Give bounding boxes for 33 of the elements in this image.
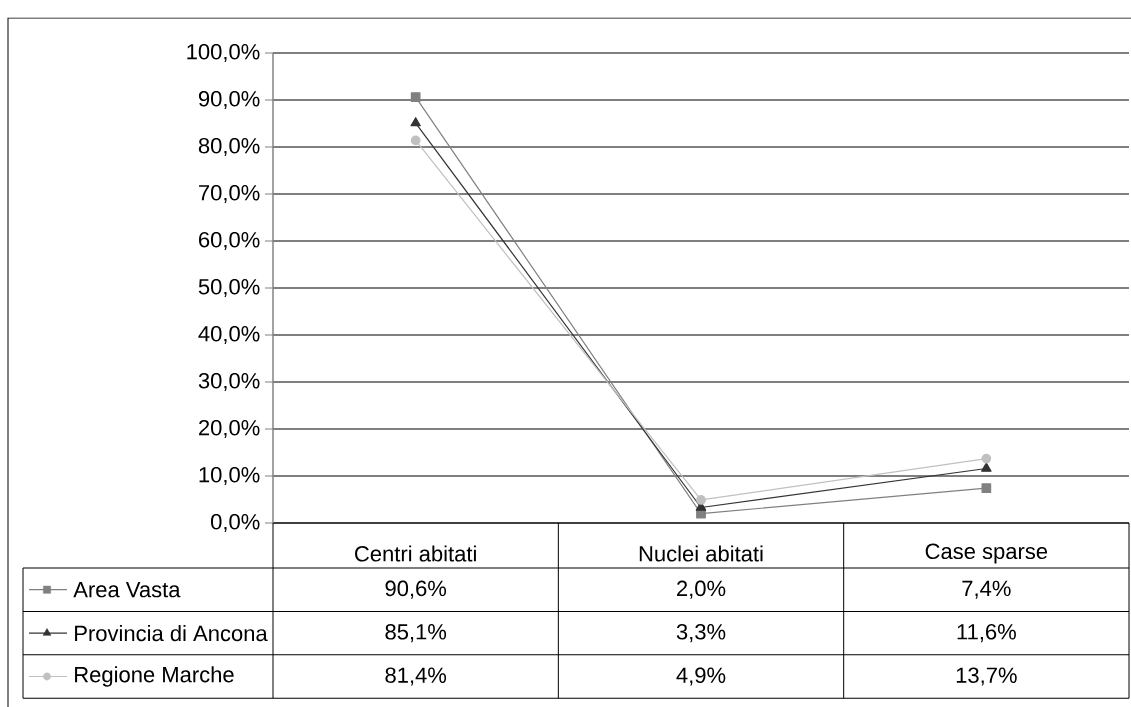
y-tick-label: 10,0%	[199, 466, 260, 486]
point	[410, 117, 421, 127]
y-tick-label: 40,0%	[198, 325, 260, 345]
data-label: 90,6%	[385, 580, 447, 599]
point	[981, 462, 992, 472]
data-label: 4,9%	[676, 667, 726, 686]
y-tick-label: 90,0%	[198, 90, 260, 110]
legend-label: Regione Marche	[75, 666, 234, 687]
data-label: 13,7%	[956, 667, 1017, 686]
point	[981, 453, 992, 464]
y-tick-label: 20,0%	[199, 419, 260, 439]
point	[410, 92, 421, 103]
y-tick-label: 0,0%	[211, 513, 260, 533]
point	[410, 135, 421, 146]
y-tick-label: 30,0%	[198, 372, 260, 392]
y-tick-label: 70,0%	[199, 184, 260, 204]
y-tick-label: 100,0%	[187, 43, 260, 63]
data-label: 11,6%	[957, 624, 1016, 643]
data-label: 81,4%	[385, 667, 447, 686]
point	[696, 495, 706, 505]
y-tick-label: 80,0%	[198, 137, 260, 157]
data-label: 7,4%	[962, 580, 1011, 599]
y-tick-label: 50,0%	[198, 278, 260, 298]
x-tick-label: Nuclei abitati	[639, 545, 763, 562]
x-tick-label: Centri abitati	[355, 545, 476, 562]
data-label: 85,1%	[385, 624, 447, 643]
y-tick-label: 60,0%	[199, 231, 260, 251]
data-label: 3,3%	[676, 624, 726, 643]
x-tick-label: Case sparse	[925, 543, 1048, 564]
data-label: 2,0%	[677, 580, 726, 599]
legend-label: Provincia di Ancona	[75, 625, 268, 642]
legend-label: Area Vasta	[73, 582, 181, 598]
point	[981, 483, 992, 494]
